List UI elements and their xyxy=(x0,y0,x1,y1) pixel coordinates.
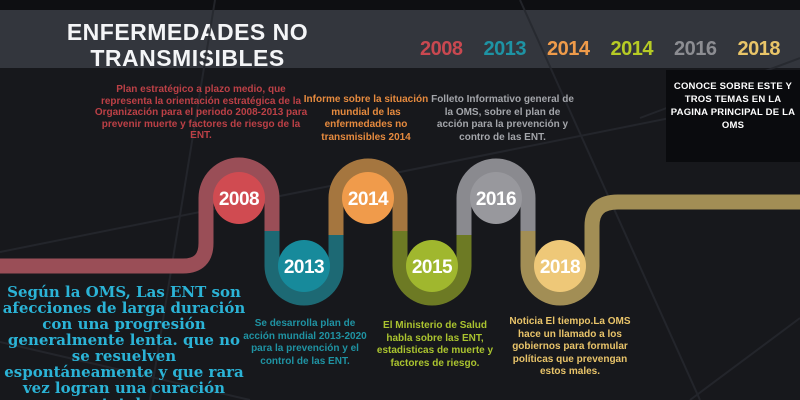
circle-label-2015: 2015 xyxy=(412,257,453,278)
legend-year-2008: 2008 xyxy=(420,37,463,60)
timeline-circles xyxy=(213,172,586,292)
note-2016: Folleto Informativo general de la OMS, s… xyxy=(431,94,574,143)
timeline-circle-labels: 2008 2013 2014 2015 2016 2018 xyxy=(219,189,581,278)
circle-2015 xyxy=(406,240,458,292)
path-segment-2013 xyxy=(264,231,344,306)
intro-paragraph: Según la OMS, Las ENT son afecciones de … xyxy=(2,283,246,400)
circle-2016 xyxy=(470,172,522,224)
timeline-path xyxy=(0,157,800,306)
legend-year-2018: 2018 xyxy=(737,37,781,60)
path-segment-2018 xyxy=(520,194,800,306)
header-band: ENFERMEDADES NO TRANSMISIBLES 2008 2013 … xyxy=(0,10,800,71)
years-legend: 2008 2013 2014 2014 2016 2018 xyxy=(420,20,780,78)
path-segment-2016 xyxy=(456,158,536,235)
page-title-line2: TRANSMISIBLES xyxy=(90,45,285,71)
circle-2014 xyxy=(342,172,394,224)
note-2018: Noticia El tiempo.La OMS hace un llamado… xyxy=(509,316,631,377)
circle-2018 xyxy=(534,240,586,292)
path-segment-2008 xyxy=(0,157,280,274)
circle-2008 xyxy=(213,172,265,224)
page-title: ENFERMEDADES NO TRANSMISIBLES xyxy=(15,19,360,71)
circle-label-2014: 2014 xyxy=(348,189,389,210)
legend-year-2014b: 2014 xyxy=(610,37,654,60)
path-segment-2014 xyxy=(328,158,408,235)
circle-label-2018: 2018 xyxy=(540,257,580,278)
note-2013: Se desarrolla plan de acción mundial 201… xyxy=(243,318,367,367)
legend-year-2016: 2016 xyxy=(674,37,717,60)
note-2015: El Ministerio de Salud habla sobre las E… xyxy=(376,320,494,369)
circle-label-2013: 2013 xyxy=(284,257,324,278)
note-2014: Informe sobre la situación mundial de la… xyxy=(303,94,429,143)
path-segment-2015 xyxy=(392,231,472,306)
legend-year-2014a: 2014 xyxy=(547,37,590,60)
legend-year-2013: 2013 xyxy=(483,37,527,60)
side-callout-box: CONOCE SOBRE ESTE Y TROS TEMAS EN LA PAG… xyxy=(666,70,800,162)
note-2008: Plan estratégico a plazo medio, que repr… xyxy=(94,84,308,141)
circle-label-2016: 2016 xyxy=(476,189,516,210)
circle-2013 xyxy=(278,240,330,292)
side-callout-text: CONOCE SOBRE ESTE Y TROS TEMAS EN LA PAG… xyxy=(670,81,796,131)
top-strip xyxy=(0,0,800,10)
page-title-line1: ENFERMEDADES NO xyxy=(66,19,309,45)
circle-label-2008: 2008 xyxy=(219,189,259,210)
